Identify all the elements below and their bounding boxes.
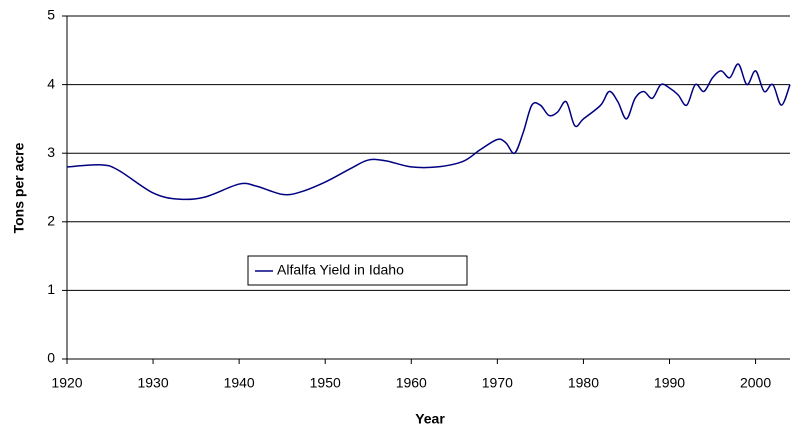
x-tick-label: 1980	[568, 375, 599, 391]
data-line	[66, 63, 791, 201]
y-tick-label: 5	[47, 7, 55, 23]
x-tick-label: 1920	[51, 375, 82, 391]
x-axis-label: Year	[415, 411, 445, 427]
x-tick-label: 1970	[482, 375, 513, 391]
x-tick-label: 1960	[396, 375, 427, 391]
y-axis-label: Tons per acre	[11, 142, 27, 233]
y-tick-label: 4	[47, 75, 55, 91]
x-tick-label: 2000	[740, 375, 771, 391]
legend-label: Alfalfa Yield in Idaho	[277, 262, 404, 278]
y-tick-label: 2	[47, 213, 55, 229]
x-tick-label: 1990	[654, 375, 685, 391]
y-tick-label: 1	[47, 281, 55, 297]
x-tick-label: 1930	[137, 375, 168, 391]
x-tick-label: 1950	[310, 375, 341, 391]
legend-box	[247, 255, 468, 286]
y-tick-label: 0	[47, 350, 55, 366]
x-tick-label: 1940	[224, 375, 255, 391]
y-tick-label: 3	[47, 144, 55, 160]
